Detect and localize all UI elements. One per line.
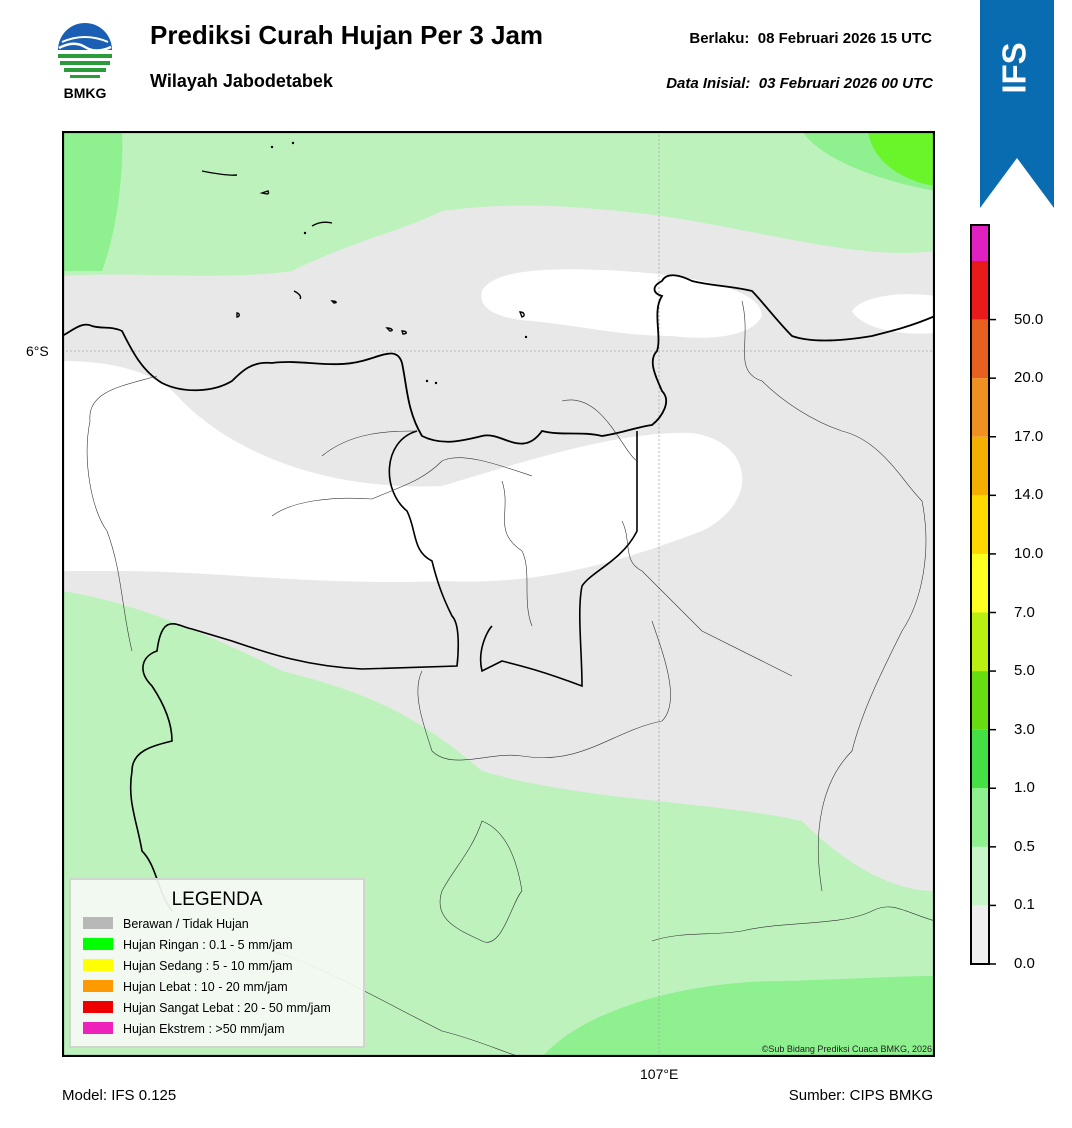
legend-swatch [83,980,113,993]
model-info: Model: IFS 0.125 [62,1087,177,1104]
map-frame [62,131,935,1057]
legend-title: LEGENDA [171,889,263,910]
colorbar-segment [971,261,989,320]
legend-item-cloudy: Berawan / Tidak Hujan [83,915,249,933]
rain-zone-ne-core [868,131,935,186]
rain-zone-se [542,976,935,1057]
colorbar-segment [971,612,989,672]
legend-label: Hujan Lebat : 10 - 20 mm/jam [123,980,288,994]
clear-zone-north [481,269,762,338]
legend-item-light: Hujan Ringan : 0.1 - 5 mm/jam [83,936,293,954]
colorbar-segment [971,788,989,847]
valid-time: Berlaku: 08 Februari 2026 15 UTC [689,30,932,47]
colorbar-segment [971,553,989,613]
colorbar-segment [971,436,989,496]
legend-label: Hujan Sangat Lebat : 20 - 50 mm/jam [123,1001,331,1015]
bmkg-logo: BMKG [58,23,112,101]
legend-item-heavy: Hujan Lebat : 10 - 20 mm/jam [83,978,288,996]
colorbar-tick-label: 1.0 [1014,779,1035,797]
legend-label: Berawan / Tidak Hujan [123,917,249,931]
colorbar-tick-label: 0.0 [1014,955,1035,972]
map-credit: ©Sub Bidang Prediksi Cuaca BMKG, 2026 [761,1044,932,1054]
colorbar-tick-label: 50.0 [1014,310,1044,328]
admin-boundaries [86,300,935,1057]
colorbar-tick-label: 10.0 [1014,544,1044,562]
colorbar-tick-label: 0.1 [1014,896,1035,914]
province-boundary [129,430,460,912]
colorbar-tick-label: 3.0 [1014,720,1035,738]
legend-label: Hujan Sedang : 5 - 10 mm/jam [123,959,293,973]
colorbar-tick-label: 5.0 [1014,662,1035,680]
model-ribbon: IFS [980,0,1054,208]
colorbar [970,224,996,965]
colorbar-segment [971,378,989,437]
logo-text: BMKG [64,85,107,101]
legend-swatch [83,938,113,951]
colorbar-frame [970,224,990,965]
legend-label: Hujan Ringan : 0.1 - 5 mm/jam [123,938,293,952]
rain-zone-nw [62,131,123,271]
legend-swatch [83,1001,113,1014]
colorbar-segment [971,671,989,730]
longitude-label: 107°E [640,1066,679,1082]
colorbar-segment [971,225,989,261]
legend-item-moderate: Hujan Sedang : 5 - 10 mm/jam [83,957,293,975]
valid-value: 08 Februari 2026 15 UTC [757,30,932,47]
colorbar-segment [971,905,989,964]
colorbar-segment [971,495,989,554]
colorbar-tick-label: 17.0 [1014,427,1044,445]
init-time: Data Inisial: 03 Februari 2026 00 UTC [666,75,933,92]
init-label: Data Inisial: [666,75,751,92]
colorbar-tick-label: 20.0 [1014,369,1044,387]
district-boundary [479,431,638,688]
clear-zone-central [62,361,743,583]
model-badge-text: IFS [996,42,1033,93]
colorbar-tick-label: 0.5 [1014,837,1035,855]
legend-swatch [83,1022,113,1035]
colorbar-tick-label: 7.0 [1014,603,1035,621]
page-title: Prediksi Curah Hujan Per 3 Jam [150,20,544,50]
legend-label: Hujan Ekstrem : >50 mm/jam [123,1022,285,1036]
colorbar-segment [971,729,989,789]
colorbar-tick-label: 14.0 [1014,486,1044,504]
colorbar-segment [971,319,989,379]
legend-swatch [83,917,113,930]
colorbar-segment [971,846,989,906]
valid-label: Berlaku: [689,30,750,47]
legend-swatch [83,959,113,972]
legend-item-very-heavy: Hujan Sangat Lebat : 20 - 50 mm/jam [83,999,331,1017]
latitude-label: 6°S [26,343,49,359]
coastline [62,274,935,445]
source-info: Sumber: CIPS BMKG [788,1087,933,1104]
thousand-islands [201,170,525,335]
legend-item-extreme: Hujan Ekstrem : >50 mm/jam [83,1020,285,1038]
init-value: 03 Februari 2026 00 UTC [758,75,933,92]
legend-box: LEGENDA Berawan / Tidak Hujan Hujan Ring… [69,878,365,1048]
page-subtitle: Wilayah Jabodetabek [150,71,333,91]
